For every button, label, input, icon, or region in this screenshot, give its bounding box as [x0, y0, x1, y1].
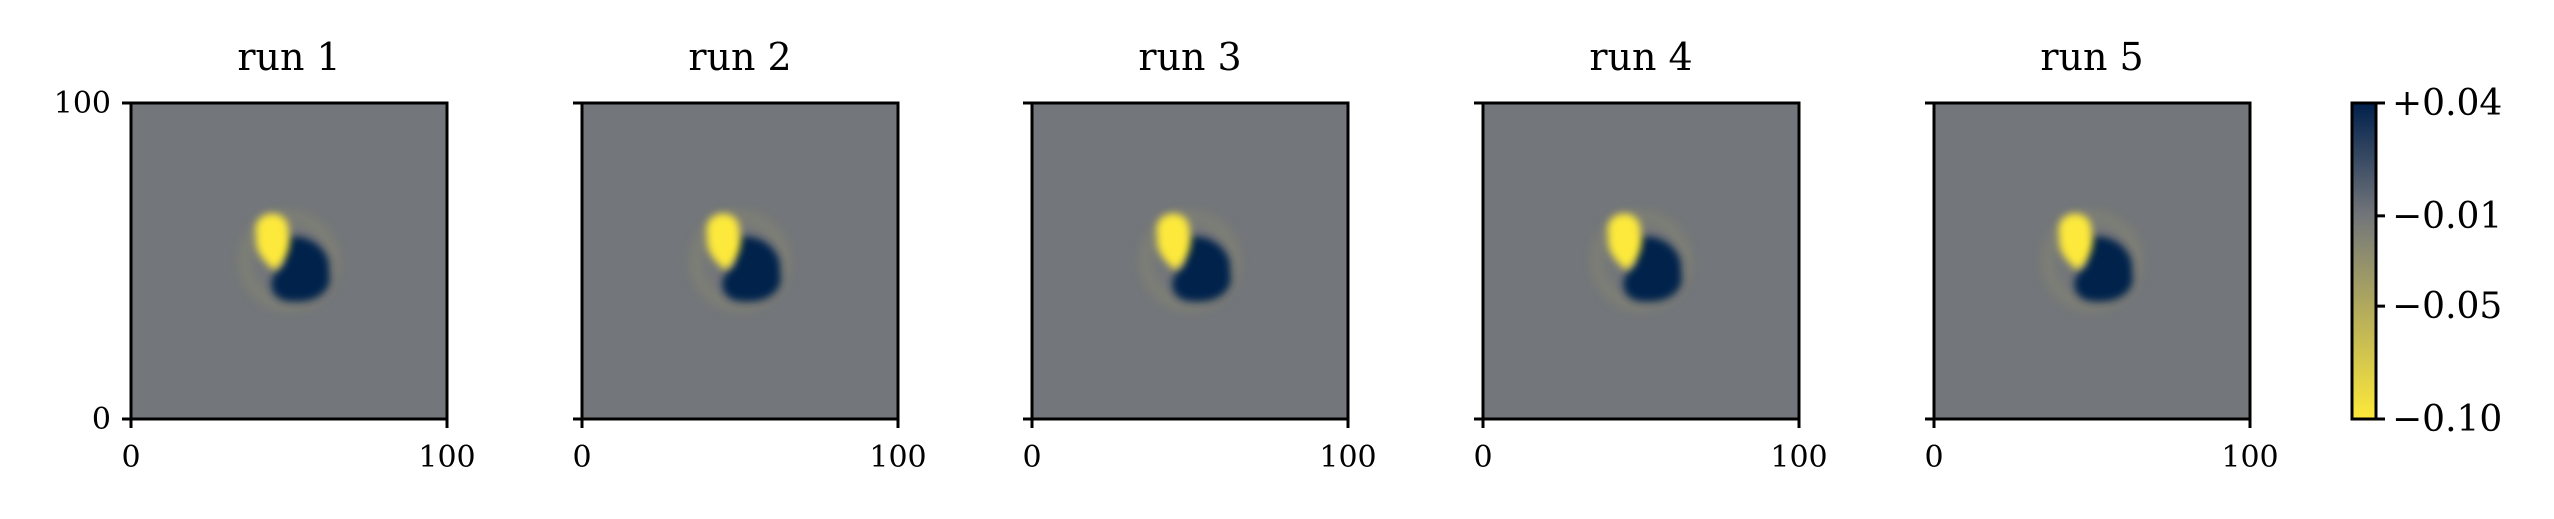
heatmap-negative-region [2058, 213, 2093, 271]
heatmap-ring [1591, 211, 1691, 311]
axes-frame [1932, 101, 2252, 421]
axes-frame [1481, 101, 1801, 421]
colorbar-tick-label: +0.04 [2392, 83, 2502, 124]
panel-title: run 1 [237, 35, 340, 79]
panel-run-5: run 5 0 100 [1924, 35, 2278, 475]
x-tick-label: 0 [121, 440, 140, 475]
x-tick-label: 0 [1473, 440, 1492, 475]
x-tick-label: 0 [1924, 440, 1943, 475]
x-tick-label: 100 [418, 440, 475, 475]
x-tick-label: 100 [2221, 440, 2278, 475]
x-tick-label: 100 [1770, 440, 1827, 475]
panel-title: run 3 [1138, 35, 1241, 79]
heatmap-ring [2042, 211, 2142, 311]
heatmap-negative-region [1607, 213, 1642, 271]
panel-run-3: run 3 0 100 [1022, 35, 1376, 475]
axes-frame [580, 101, 900, 421]
heatmap-negative-region [255, 213, 290, 271]
x-tick-label: 0 [1022, 440, 1041, 475]
axes-frame [1030, 101, 1350, 421]
axes-frame [129, 101, 449, 421]
x-tick-label: 0 [572, 440, 591, 475]
y-tick-label: 100 [54, 86, 111, 121]
heatmap-ring [239, 211, 339, 311]
panel-run-4: run 4 0 100 [1473, 35, 1827, 475]
panel-title: run 5 [2040, 35, 2143, 79]
heatmap-negative-region [1156, 213, 1191, 271]
colorbar-gradient [2350, 101, 2378, 421]
colorbar-tick-label: −0.10 [2392, 399, 2502, 440]
heatmap-panels: run 1 0 100 0 100 run 2 0 100 run 3 0 100 run 4 0 100… [54, 35, 2279, 475]
colorbar: +0.04 −0.01 −0.05 −0.10 [2350, 83, 2502, 440]
panel-run-1: run 1 0 100 0 100 [54, 35, 476, 475]
heatmap-ring [690, 211, 790, 311]
colorbar-tick-label: −0.01 [2392, 196, 2502, 237]
panel-run-2: run 2 0 100 [572, 35, 926, 475]
panel-title: run 4 [1589, 35, 1692, 79]
panel-title: run 2 [688, 35, 791, 79]
colorbar-tick-label: −0.05 [2392, 286, 2502, 327]
heatmap-ring [1140, 211, 1240, 311]
x-tick-label: 100 [869, 440, 926, 475]
y-tick-label: 0 [92, 402, 111, 437]
x-tick-label: 100 [1319, 440, 1376, 475]
heatmap-negative-region [706, 213, 741, 271]
